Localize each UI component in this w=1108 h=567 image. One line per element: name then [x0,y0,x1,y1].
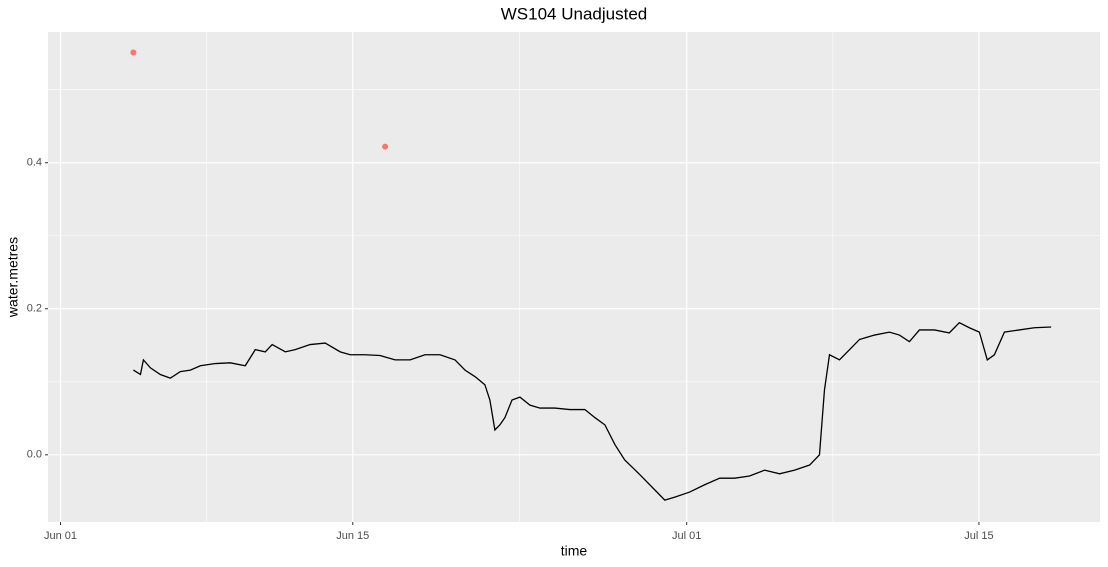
x-tick-label: Jun 15 [336,530,369,542]
y-tick-label: 0.4 [27,157,42,169]
x-tick-label: Jul 01 [672,530,701,542]
x-axis-title: time [561,543,588,559]
data-point [382,143,389,150]
chart-title: WS104 Unadjusted [501,4,647,23]
x-tick-label: Jul 15 [964,530,993,542]
y-axis-title: water.metres [5,237,21,318]
x-tick-label: Jun 01 [44,530,77,542]
data-line [133,321,1052,501]
data-point [130,49,137,56]
y-tick-label: 0.2 [27,303,42,315]
plot-panel [48,32,1100,522]
y-tick-label: 0.0 [27,449,42,461]
